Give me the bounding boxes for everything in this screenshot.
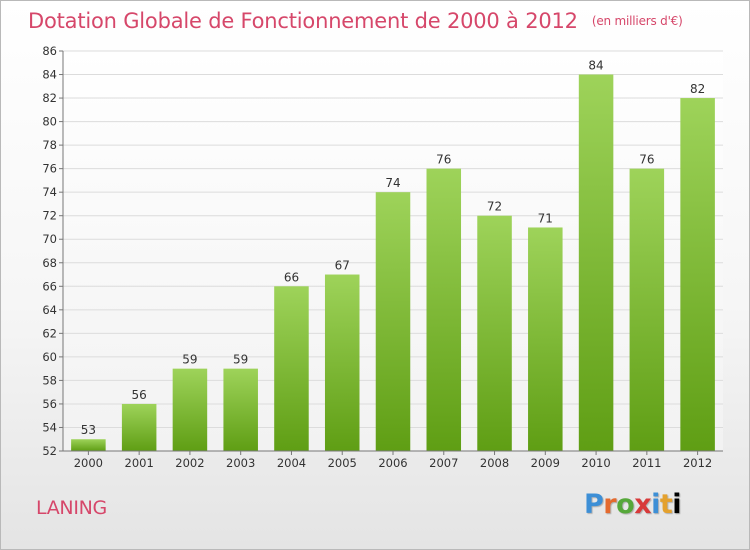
y-tick-label: 80 — [42, 115, 57, 129]
x-tick-label: 2007 — [429, 456, 458, 470]
data-label: 84 — [588, 59, 603, 73]
y-tick-label: 72 — [42, 209, 57, 223]
bar — [629, 168, 665, 451]
y-tick-label: 76 — [42, 162, 57, 176]
y-tick-label: 74 — [42, 185, 57, 199]
commune-name: LANING — [36, 497, 107, 519]
y-tick-label: 64 — [42, 303, 57, 317]
data-label: 71 — [538, 211, 553, 225]
data-label: 59 — [182, 353, 197, 367]
bar — [680, 98, 715, 451]
y-tick-label: 56 — [42, 397, 57, 411]
chart-title-text: Dotation Globale de Fonctionnement de 20… — [28, 9, 578, 33]
logo-letter: P — [584, 489, 604, 520]
bars: 53 56 59 59 66 67 74 76 72 71 84 76 82 — [71, 59, 715, 452]
y-tick-label: 60 — [42, 350, 57, 364]
x-tick-label: 2005 — [328, 456, 357, 470]
logo-letter: x — [634, 489, 652, 520]
x-tick-label: 2001 — [125, 456, 154, 470]
logo-letter: r — [603, 489, 617, 520]
proxiti-logo[interactable]: Proxiti — [584, 489, 682, 520]
bar — [426, 168, 462, 451]
bar — [324, 274, 360, 451]
bar — [274, 286, 309, 451]
logo-letter: i — [651, 489, 660, 520]
y-tick-label: 78 — [42, 138, 57, 152]
x-tick-label: 2012 — [683, 456, 712, 470]
chart-title: Dotation Globale de Fonctionnement de 20… — [28, 9, 683, 33]
x-tick-label: 2002 — [175, 456, 204, 470]
x-tick-label: 2011 — [632, 456, 661, 470]
y-tick-label: 62 — [42, 326, 57, 340]
data-label: 76 — [639, 153, 654, 167]
data-label: 76 — [436, 153, 451, 167]
x-tick-label: 2006 — [378, 456, 407, 470]
logo-letter: i — [672, 489, 682, 520]
data-label: 82 — [690, 82, 705, 96]
x-tick-label: 2004 — [277, 456, 306, 470]
bar — [375, 192, 411, 452]
x-tick-label: 2008 — [480, 456, 509, 470]
y-tick-label: 54 — [42, 420, 57, 434]
data-label: 66 — [284, 270, 299, 284]
data-label: 53 — [81, 423, 96, 437]
x-tick-label: 2009 — [531, 456, 560, 470]
data-label: 72 — [487, 200, 502, 214]
y-tick-label: 84 — [42, 68, 57, 82]
axes: 52 54 56 58 60 62 64 66 68 70 72 74 76 78 80 82 84 86 2000… — [42, 44, 723, 470]
bar — [121, 403, 157, 451]
y-tick-label: 58 — [42, 373, 57, 387]
data-label: 56 — [132, 388, 147, 402]
logo-letter: t — [659, 489, 673, 520]
x-tick-label: 2010 — [581, 456, 610, 470]
y-tick-label: 70 — [42, 232, 57, 246]
y-tick-label: 86 — [42, 44, 57, 58]
bar — [528, 227, 563, 451]
bar — [223, 368, 258, 451]
x-tick-label: 2003 — [226, 456, 255, 470]
data-label: 59 — [233, 353, 248, 367]
bar — [172, 368, 208, 451]
bar — [71, 439, 106, 451]
data-label: 67 — [335, 259, 350, 273]
bar — [578, 74, 614, 451]
data-label: 74 — [385, 176, 400, 190]
chart-unit: (en milliers d'€) — [591, 14, 683, 28]
x-tick-label: 2000 — [74, 456, 103, 470]
bar — [477, 215, 512, 451]
y-tick-label: 66 — [42, 279, 57, 293]
y-tick-label: 68 — [42, 256, 57, 270]
logo-letter: o — [616, 489, 635, 520]
y-tick-label: 52 — [42, 444, 57, 458]
y-tick-label: 82 — [42, 91, 57, 105]
